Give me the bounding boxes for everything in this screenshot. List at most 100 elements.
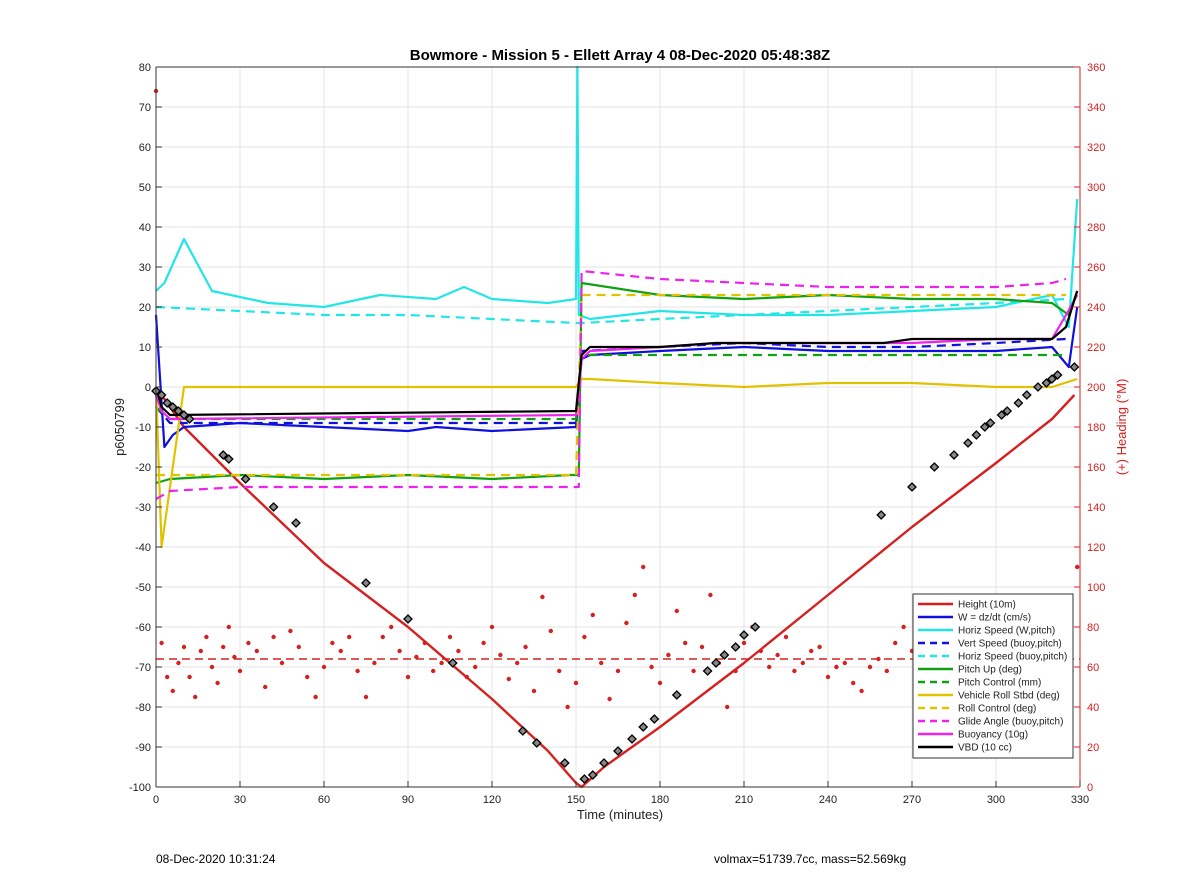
series-line-1 <box>154 306 1079 449</box>
heading-point <box>666 652 671 658</box>
heading-point <box>481 640 486 646</box>
x-axis-label: Time (minutes) <box>577 807 663 822</box>
y-tick-label: 70 <box>139 102 151 114</box>
inflection-marker <box>579 774 590 784</box>
y2-tick-label: 20 <box>1087 742 1099 754</box>
inflection-marker <box>627 734 637 744</box>
heading-point <box>204 634 209 640</box>
y-tick-label: -100 <box>129 782 151 794</box>
footer-timestamp: 08-Dec-2020 10:31:24 <box>156 852 276 866</box>
legend-entry: W = dz/dt (cm/s) <box>958 613 1031 624</box>
heading-point <box>389 624 394 630</box>
y-tick-label: -30 <box>135 502 151 514</box>
y-tick-label: 50 <box>139 182 151 194</box>
heading-point <box>565 704 570 710</box>
heading-point <box>842 660 847 666</box>
inflection-marker <box>971 430 982 440</box>
heading-point <box>246 640 251 646</box>
y-tick-label: 80 <box>139 62 151 74</box>
y-tick-label: 30 <box>139 262 151 274</box>
y-tick-label: 10 <box>139 342 151 354</box>
y2-tick-label: 320 <box>1087 142 1105 154</box>
inflection-marker <box>876 510 887 520</box>
heading-point <box>901 624 906 630</box>
inflection-marker <box>223 454 234 464</box>
y2-tick-label: 100 <box>1087 582 1105 594</box>
y-tick-label: -20 <box>135 462 151 474</box>
y2-tick-label: 340 <box>1087 102 1105 114</box>
heading-point <box>237 668 243 674</box>
y2-tick-label: 360 <box>1087 62 1105 74</box>
inflection-marker <box>173 406 184 416</box>
heading-point <box>632 592 637 598</box>
heading-point <box>691 668 696 674</box>
heading-point <box>825 674 831 680</box>
y-tick-label: -50 <box>135 582 151 594</box>
legend-entry: VBD (10 cc) <box>958 743 1012 754</box>
inflection-marker <box>671 690 682 700</box>
y-tick-label: 60 <box>139 142 151 154</box>
legend-entry: Glide Angle (buoy,pitch) <box>958 717 1063 728</box>
series-line-3 <box>155 337 1067 425</box>
x-tick-label: 270 <box>903 794 921 806</box>
heading-point <box>380 634 385 640</box>
x-tick-label: 240 <box>819 794 837 806</box>
series-line-11 <box>154 290 1079 417</box>
inflection-marker <box>1002 406 1013 416</box>
inflection-marker <box>559 758 570 768</box>
y2-tick-label: 80 <box>1087 622 1099 634</box>
heading-point <box>582 634 587 640</box>
heading-point <box>506 676 511 682</box>
heading-point <box>254 648 259 654</box>
inflection-marker <box>996 410 1007 420</box>
legend-box <box>912 593 1074 759</box>
heading-point <box>296 644 301 650</box>
heading-point <box>876 656 881 662</box>
inflection-marker <box>750 622 761 632</box>
heading-point <box>641 564 646 570</box>
plot-area <box>151 65 1080 789</box>
inflection-marker <box>1052 370 1063 380</box>
heading-point <box>834 664 839 670</box>
y2-tick-label: 0 <box>1087 782 1093 794</box>
heading-point <box>338 648 343 654</box>
heading-point <box>209 664 215 670</box>
inflection-marker <box>167 402 178 412</box>
heading-point <box>683 640 688 646</box>
heading-point <box>165 674 170 680</box>
inflection-marker <box>361 578 371 588</box>
heading-point <box>800 660 805 666</box>
inflection-marker <box>949 450 959 460</box>
heading-point <box>624 620 629 626</box>
y2-tick-label: 140 <box>1087 502 1105 514</box>
heading-point <box>767 664 772 670</box>
y2-tick-label: 180 <box>1087 422 1105 434</box>
inflection-marker <box>711 658 721 668</box>
heading-point <box>355 668 360 674</box>
heading-point <box>405 674 411 680</box>
x-tick-label: 210 <box>735 794 753 806</box>
y2-tick-label: 220 <box>1087 342 1105 354</box>
inflection-marker <box>218 450 229 460</box>
heading-point <box>313 694 318 700</box>
inflection-marker <box>447 658 458 668</box>
heading-point <box>674 608 679 614</box>
y-tick-label: -90 <box>135 742 151 754</box>
x-tick-label: 0 <box>153 794 159 806</box>
x-tick-label: 180 <box>651 794 669 806</box>
inflection-marker <box>702 666 713 676</box>
x-tick-label: 300 <box>987 794 1005 806</box>
heading-point <box>515 660 520 666</box>
heading-point <box>170 688 175 694</box>
inflection-marker <box>1041 378 1052 388</box>
inflection-marker <box>291 518 301 528</box>
series-line-5 <box>155 281 1079 485</box>
heading-point <box>859 688 864 694</box>
heading-point <box>193 694 198 700</box>
legend-entry: Vert Speed (buoy,pitch) <box>958 639 1062 650</box>
inflection-marker <box>162 398 173 408</box>
heading-point <box>573 680 579 686</box>
y2-tick-label: 160 <box>1087 462 1105 474</box>
y2-tick-label: 200 <box>1087 382 1105 394</box>
inflection-marker <box>403 614 413 624</box>
